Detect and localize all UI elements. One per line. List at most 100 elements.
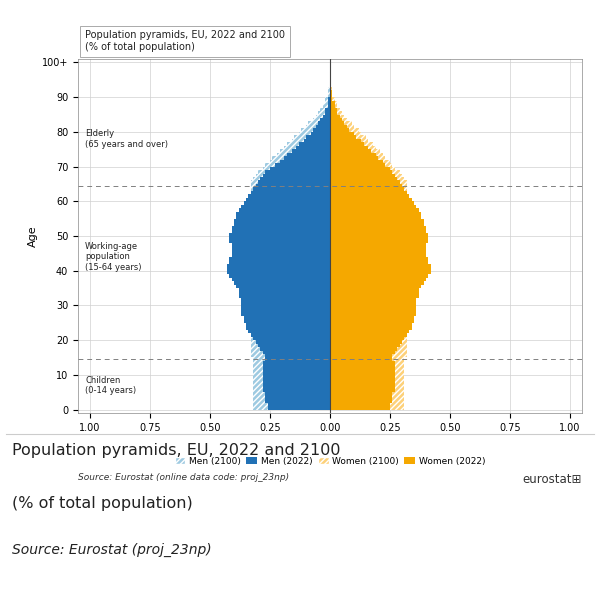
Bar: [263, 173, 330, 177]
Bar: [330, 208, 419, 212]
Bar: [330, 306, 407, 309]
Bar: [270, 166, 330, 170]
Bar: [330, 333, 407, 337]
Bar: [287, 142, 330, 146]
Bar: [320, 107, 330, 111]
Bar: [330, 361, 404, 365]
Bar: [251, 250, 330, 253]
Bar: [253, 371, 330, 375]
Bar: [263, 375, 330, 378]
Bar: [330, 114, 340, 118]
Bar: [253, 368, 330, 371]
Bar: [330, 97, 332, 101]
Bar: [330, 135, 356, 139]
Bar: [292, 139, 330, 142]
Bar: [330, 350, 407, 354]
Bar: [265, 170, 330, 173]
Bar: [330, 205, 407, 208]
Bar: [330, 337, 404, 340]
Bar: [330, 333, 407, 337]
Bar: [229, 260, 330, 264]
Bar: [330, 399, 392, 402]
Bar: [330, 146, 368, 149]
Bar: [253, 396, 330, 399]
Bar: [330, 222, 424, 225]
Bar: [330, 229, 426, 232]
Bar: [330, 163, 392, 166]
Bar: [275, 163, 330, 166]
Bar: [232, 243, 330, 247]
Bar: [251, 253, 330, 257]
Bar: [330, 160, 390, 163]
Bar: [330, 309, 416, 312]
Bar: [330, 350, 395, 354]
Bar: [330, 361, 395, 365]
Text: Source: Eurostat (proj_23np): Source: Eurostat (proj_23np): [12, 543, 212, 557]
Bar: [268, 402, 330, 406]
Bar: [234, 219, 330, 222]
Bar: [330, 114, 344, 118]
Bar: [229, 236, 330, 240]
Bar: [234, 222, 330, 225]
Text: eurostat⊞: eurostat⊞: [523, 473, 582, 486]
Bar: [330, 253, 407, 257]
Bar: [330, 198, 412, 201]
Bar: [330, 257, 428, 260]
Bar: [265, 354, 330, 358]
Bar: [330, 291, 419, 295]
Bar: [294, 135, 330, 139]
Bar: [330, 125, 347, 129]
Bar: [330, 149, 380, 153]
Bar: [330, 402, 404, 406]
Bar: [227, 264, 330, 267]
Bar: [330, 153, 376, 156]
Bar: [258, 343, 330, 347]
Bar: [325, 111, 330, 114]
Bar: [330, 173, 395, 177]
Bar: [304, 139, 330, 142]
Bar: [330, 312, 407, 316]
Bar: [330, 312, 416, 316]
Bar: [330, 316, 414, 319]
Bar: [330, 94, 332, 97]
Bar: [265, 399, 330, 402]
Bar: [251, 219, 330, 222]
Bar: [263, 368, 330, 371]
Bar: [239, 288, 330, 291]
Bar: [328, 104, 330, 107]
Bar: [232, 247, 330, 250]
Bar: [330, 184, 402, 188]
Bar: [251, 323, 330, 326]
Bar: [229, 240, 330, 243]
Bar: [258, 170, 330, 173]
Bar: [330, 378, 404, 382]
Bar: [330, 337, 407, 340]
Bar: [330, 365, 395, 368]
Bar: [330, 284, 407, 288]
Bar: [256, 173, 330, 177]
Bar: [330, 295, 419, 299]
Bar: [330, 142, 364, 146]
Bar: [330, 281, 407, 284]
Bar: [330, 284, 421, 288]
Bar: [330, 184, 407, 188]
Bar: [251, 278, 330, 281]
Bar: [330, 299, 407, 302]
Bar: [330, 385, 404, 389]
Bar: [246, 323, 330, 326]
Bar: [330, 146, 376, 149]
Bar: [330, 295, 407, 299]
Bar: [330, 177, 404, 181]
Bar: [330, 396, 404, 399]
Bar: [330, 371, 404, 375]
Bar: [330, 111, 337, 114]
Bar: [251, 306, 330, 309]
Bar: [251, 264, 330, 267]
Bar: [330, 382, 395, 385]
Bar: [330, 274, 428, 278]
Bar: [330, 343, 407, 347]
Bar: [330, 129, 349, 132]
Bar: [241, 302, 330, 306]
Bar: [330, 257, 407, 260]
Bar: [253, 402, 330, 406]
